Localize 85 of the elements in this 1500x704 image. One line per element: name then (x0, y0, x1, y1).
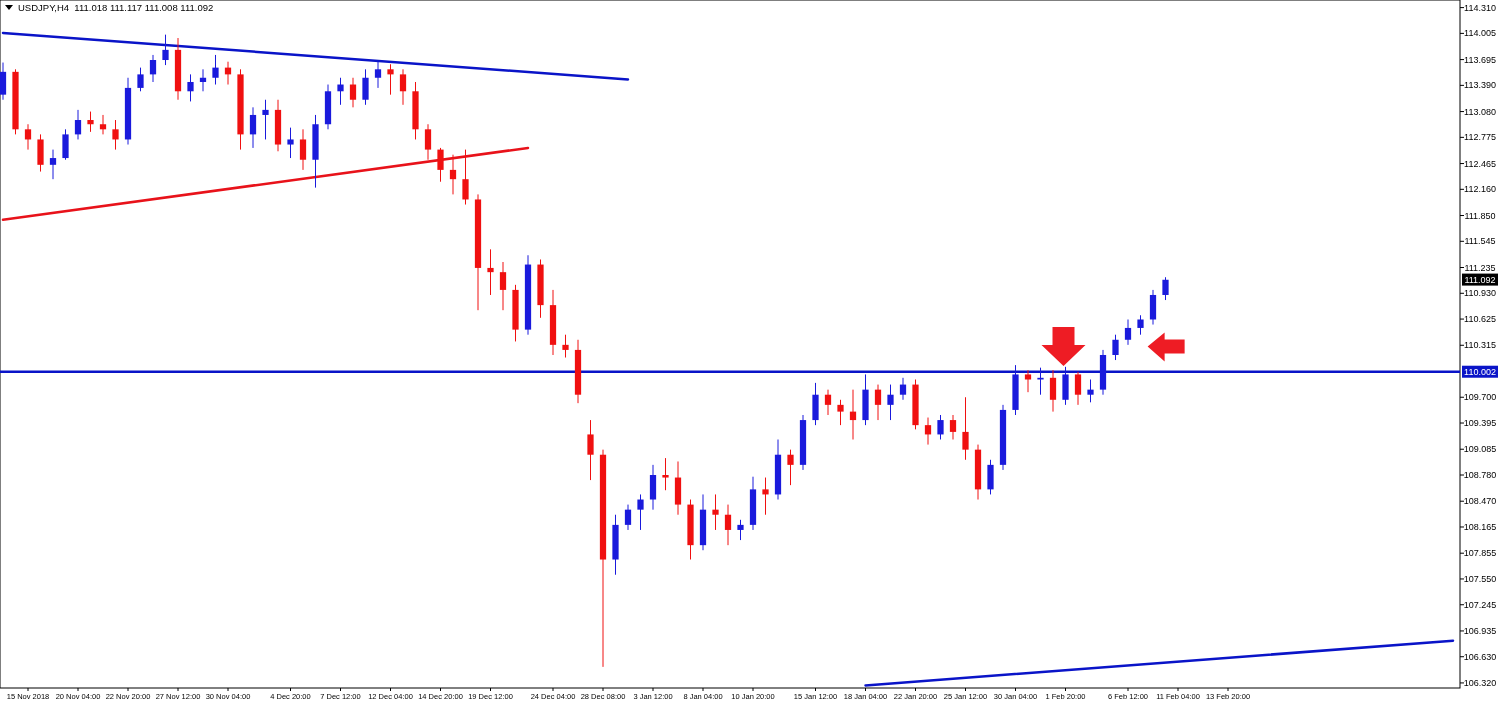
y-tick-label: 109.700 (1463, 392, 1497, 403)
candlestick (787, 449, 794, 486)
candlestick (949, 414, 957, 441)
candlestick (712, 493, 719, 531)
candlestick (62, 128, 69, 161)
y-tick-label: 108.780 (1463, 470, 1497, 481)
ref-line-label: 110.002 (1464, 367, 1496, 378)
candlestick (937, 414, 944, 441)
y-tick-label: 111.545 (1464, 236, 1496, 247)
y-tick-label: 107.550 (1463, 573, 1497, 584)
candlestick (49, 149, 57, 180)
candlestick (637, 493, 644, 531)
candlestick (662, 457, 669, 491)
candlestick (1024, 369, 1032, 393)
candlestick (1074, 371, 1082, 406)
candlestick (487, 248, 494, 296)
candlestick (287, 127, 294, 159)
y-tick-label: 106.630 (1463, 651, 1497, 662)
candlestick (137, 67, 144, 92)
candlestick (924, 417, 932, 446)
candlestick (837, 399, 844, 426)
y-tick-label: 111.235 (1464, 262, 1496, 273)
y-tick-label: 110.625 (1464, 314, 1496, 325)
candlestick (1124, 318, 1132, 346)
y-tick-label: 108.165 (1463, 521, 1497, 532)
candlestick (824, 389, 832, 416)
chart-title: USDJPY,H4 111.018 111.117 111.008 111.092 (18, 2, 214, 13)
candlestick (449, 154, 457, 195)
candlestick (849, 389, 857, 441)
candlestick (899, 377, 907, 401)
candlestick (299, 128, 307, 171)
candlestick (1162, 276, 1169, 301)
candlestick (87, 111, 94, 133)
y-tick-label: 112.775 (1464, 132, 1496, 143)
y-tick-label: 107.245 (1463, 599, 1497, 610)
y-tick-label: 106.320 (1463, 677, 1497, 688)
candlestick (499, 261, 507, 311)
y-tick-label: 113.080 (1464, 106, 1496, 117)
candlestick (1087, 379, 1094, 403)
candlestick (1112, 334, 1119, 361)
y-tick-label: 109.395 (1463, 418, 1497, 429)
candlestick (562, 334, 569, 359)
candlestick (724, 504, 732, 546)
y-tick-label: 107.855 (1463, 548, 1497, 559)
y-tick-label: 112.160 (1464, 184, 1496, 195)
candlestick (149, 54, 157, 83)
candlestick (74, 109, 82, 140)
candlestick (24, 123, 32, 151)
y-tick-label: 113.695 (1464, 54, 1496, 65)
annotation: 111.092 (1464, 275, 1496, 286)
candlestick (399, 68, 407, 106)
y-tick-label: 106.935 (1463, 625, 1497, 636)
candlestick (162, 34, 169, 66)
candlestick (337, 77, 344, 106)
candlestick (199, 68, 207, 92)
candlestick (349, 77, 357, 108)
candlestick (587, 419, 594, 481)
candlestick (0, 62, 7, 101)
candlestick (262, 99, 269, 140)
candlestick (374, 61, 382, 89)
candlestick (962, 396, 969, 461)
candlestick (1049, 369, 1057, 413)
y-tick-label: 114.310 (1464, 2, 1496, 13)
y-tick-label: 111.850 (1464, 210, 1496, 221)
candlestick (462, 149, 469, 206)
candlestick (362, 68, 369, 106)
candlestick (1137, 314, 1144, 336)
candlestick (249, 106, 257, 149)
candlestick (387, 63, 394, 96)
candlestick (887, 384, 894, 421)
candlestick (874, 384, 882, 421)
y-tick-label: 114.005 (1464, 28, 1496, 39)
candlestick (762, 477, 769, 516)
y-tick-label: 109.085 (1463, 444, 1497, 455)
y-tick-label: 110.930 (1464, 288, 1496, 299)
y-tick-label: 113.390 (1464, 80, 1496, 91)
y-tick-label: 108.470 (1463, 496, 1497, 507)
candlestick (624, 504, 632, 531)
candlestick (187, 73, 194, 102)
candlestick (99, 114, 107, 135)
candlestick (212, 54, 219, 86)
candlestick (112, 119, 119, 151)
candlestick (737, 519, 744, 541)
y-tick-label: 110.315 (1464, 340, 1496, 351)
y-tick-label: 112.465 (1464, 158, 1496, 169)
